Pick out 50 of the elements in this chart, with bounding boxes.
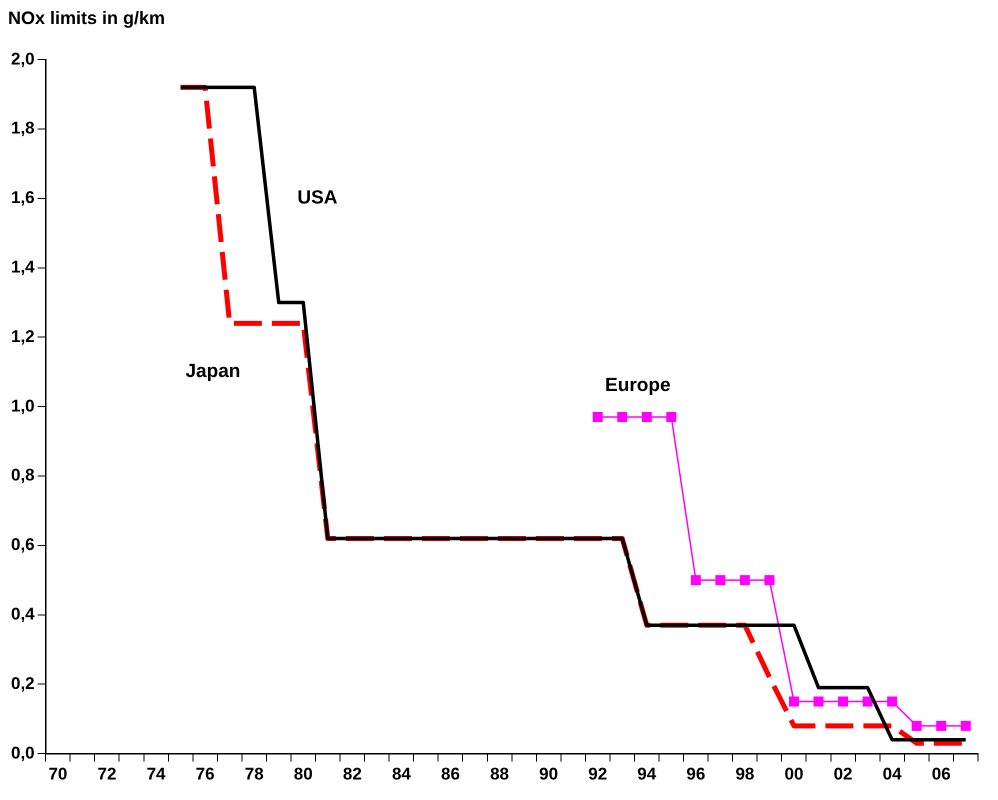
y-tick-label: 0,0 xyxy=(10,743,35,762)
y-tick-label: 1,8 xyxy=(10,118,35,138)
point xyxy=(887,696,898,707)
x-tick-label: 74 xyxy=(146,764,166,784)
point xyxy=(936,720,946,731)
point xyxy=(715,575,726,586)
x-tick-label: 82 xyxy=(342,764,362,784)
x-tick-label: 90 xyxy=(539,764,558,784)
y-tick-label: 1,6 xyxy=(10,188,35,208)
x-tick-label: 76 xyxy=(196,764,215,784)
series-label: USA xyxy=(297,188,338,209)
point xyxy=(642,412,652,422)
y-tick-label: 1,2 xyxy=(10,326,35,346)
x-tick-label: 88 xyxy=(490,764,510,784)
x-tick-label: 84 xyxy=(392,764,412,784)
x-tick-label: 00 xyxy=(784,764,804,784)
point xyxy=(617,412,628,422)
y-tick-label: 0,6 xyxy=(10,535,35,554)
point xyxy=(838,696,848,707)
y-tick-label: 0,8 xyxy=(10,466,35,485)
point xyxy=(960,720,971,731)
point xyxy=(814,696,824,707)
point xyxy=(764,575,774,586)
x-tick-label: 86 xyxy=(441,764,460,784)
y-tick-label: 1,4 xyxy=(10,257,36,276)
point xyxy=(912,720,922,731)
y-tick-label: 0,4 xyxy=(10,604,36,624)
x-tick-label: 72 xyxy=(98,764,116,784)
point xyxy=(690,575,701,586)
chart-title: NOx limits in g/km xyxy=(8,8,166,28)
x-tick-label: 80 xyxy=(294,764,313,784)
x-tick-label: 70 xyxy=(48,764,68,784)
x-tick-label: 78 xyxy=(244,764,264,784)
point xyxy=(740,575,750,586)
series-label: Japan xyxy=(185,361,240,382)
x-tick-label: 02 xyxy=(834,764,853,784)
point xyxy=(788,696,799,707)
series-label: Europe xyxy=(605,375,671,396)
x-tick-label: 04 xyxy=(882,764,902,784)
x-tick-label: 06 xyxy=(932,764,951,784)
x-tick-label: 92 xyxy=(588,764,608,784)
point xyxy=(862,696,873,707)
y-tick-label: 1,0 xyxy=(10,396,35,416)
point xyxy=(592,412,603,422)
x-tick-label: 96 xyxy=(686,764,706,784)
point xyxy=(666,412,676,422)
x-tick-label: 98 xyxy=(735,764,754,784)
y-tick-label: 2,0 xyxy=(10,49,35,68)
x-tick-label: 94 xyxy=(637,764,657,784)
y-tick-label: 0,2 xyxy=(10,674,35,693)
